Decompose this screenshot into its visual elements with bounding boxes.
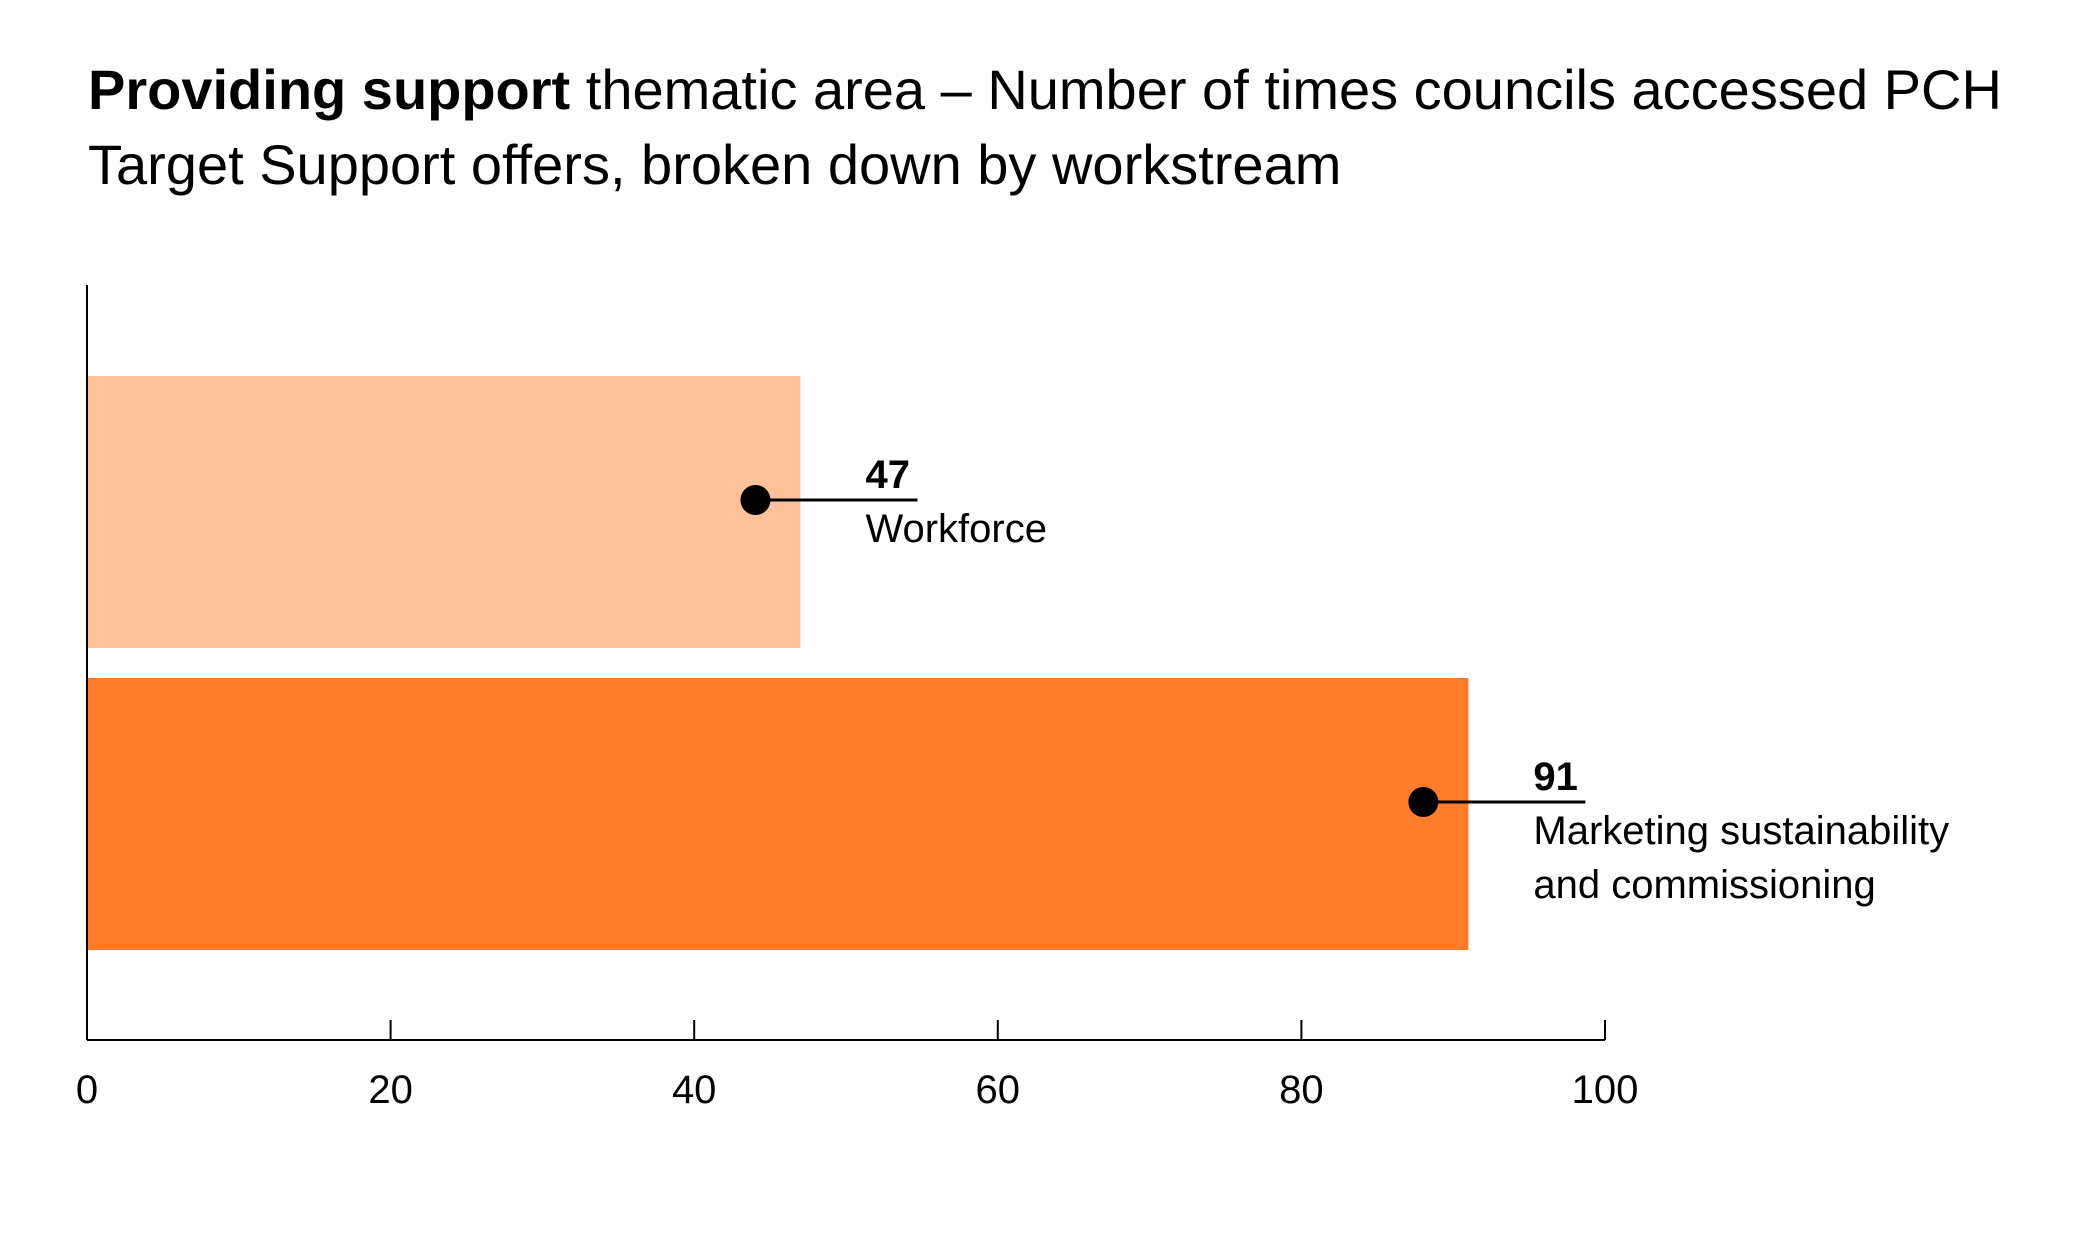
marker-dot-1 — [1408, 787, 1439, 817]
category-label-0-0: Workforce — [865, 507, 1047, 551]
bar-0 — [87, 376, 801, 648]
marker-dot-0 — [740, 485, 771, 515]
x-tick-label-4: 80 — [1279, 1068, 1324, 1112]
category-label-1-0: Marketing sustainability — [1533, 809, 1949, 853]
value-label-0: 47 — [865, 453, 910, 497]
x-axis: 0 20 40 60 80 100 — [76, 285, 1639, 1112]
annotations-layer: 47 Workforce 91 Marketing sustainability and… — [740, 453, 1949, 907]
chart-title-bold: Providing support — [88, 58, 571, 121]
chart-title-rest: thematic area – Number of times councils… — [88, 58, 2002, 196]
x-tick-label-3: 60 — [976, 1068, 1021, 1112]
chart-title: Providing support thematic area – Number… — [88, 52, 2048, 202]
category-label-1-1: and commissioning — [1533, 863, 1875, 907]
bar-1 — [87, 678, 1469, 950]
x-tick-label-2: 40 — [672, 1068, 717, 1112]
bars-layer — [87, 376, 1469, 950]
x-tick-label-1: 20 — [368, 1068, 413, 1112]
x-tick-label-5: 100 — [1572, 1068, 1639, 1112]
x-tick-label-0: 0 — [76, 1068, 98, 1112]
value-label-1: 91 — [1533, 755, 1578, 799]
